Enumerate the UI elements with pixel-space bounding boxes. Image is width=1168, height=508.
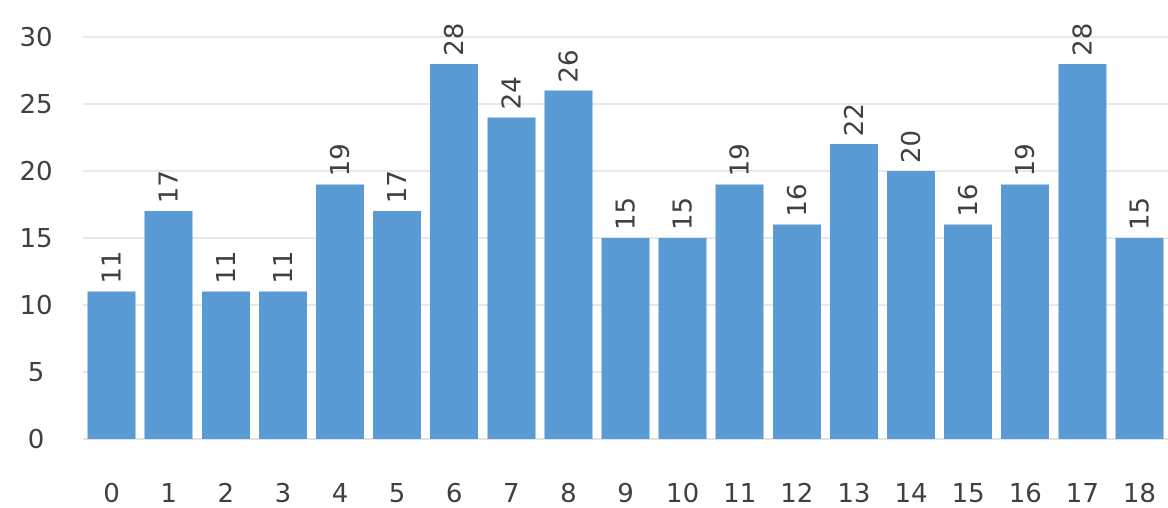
y-tick-label: 30 [19, 23, 52, 53]
x-tick-label: 16 [1009, 479, 1042, 508]
x-tick-label: 7 [503, 479, 520, 508]
bar [658, 238, 707, 439]
data-label: 28 [1068, 23, 1098, 56]
bar [144, 211, 193, 439]
x-tick-label: 15 [952, 479, 985, 508]
x-tick-label: 17 [1066, 479, 1099, 508]
y-tick-label: 20 [19, 157, 52, 187]
bar [487, 117, 536, 440]
bar [87, 291, 136, 439]
x-tick-label: 9 [617, 479, 634, 508]
bar [715, 184, 764, 439]
x-tick-label: 14 [894, 479, 927, 508]
bar [373, 211, 422, 439]
bar [772, 224, 821, 439]
bar [1115, 238, 1164, 439]
data-label: 24 [497, 76, 527, 109]
data-labels: 11 17 11 11 19 17 28 24 26 15 15 19 16 22 20 16 19 28 15 [98, 23, 1156, 284]
data-label: 15 [1125, 197, 1155, 230]
y-tick-label: 25 [19, 90, 52, 120]
x-tick-label: 8 [560, 479, 577, 508]
bar [544, 90, 593, 439]
x-tick-label: 4 [332, 479, 349, 508]
data-label: 17 [155, 170, 185, 203]
data-label: 19 [726, 143, 756, 176]
data-label: 22 [840, 103, 870, 136]
data-label: 19 [326, 143, 356, 176]
data-label: 11 [269, 251, 299, 284]
data-label: 20 [897, 130, 927, 163]
bar [430, 63, 479, 440]
data-label: 15 [612, 197, 642, 230]
x-tick-label: 11 [723, 479, 756, 508]
data-label: 28 [440, 23, 470, 56]
bar [258, 291, 307, 439]
bar [1058, 63, 1107, 440]
x-tick-label: 3 [275, 479, 292, 508]
bar [887, 171, 936, 439]
x-tick-label: 6 [446, 479, 463, 508]
bar [1001, 184, 1050, 439]
x-tick-label: 12 [780, 479, 813, 508]
x-tick-label: 5 [389, 479, 406, 508]
bar [315, 184, 364, 439]
y-tick-label: 5 [28, 358, 45, 388]
data-label: 15 [669, 197, 699, 230]
data-label: 16 [783, 184, 813, 217]
bars [87, 63, 1164, 440]
bar [201, 291, 250, 439]
x-tick-label: 2 [217, 479, 234, 508]
x-tick-label: 1 [160, 479, 177, 508]
x-tick-label: 10 [666, 479, 699, 508]
x-tick-label: 18 [1123, 479, 1156, 508]
data-label: 11 [98, 251, 128, 284]
bar [829, 144, 878, 439]
data-label: 19 [1011, 143, 1041, 176]
data-label: 16 [954, 184, 984, 217]
bar [601, 238, 650, 439]
y-tick-label: 10 [19, 291, 52, 321]
bar [944, 224, 993, 439]
y-axis: 0 5 10 15 20 25 30 [19, 23, 52, 455]
y-tick-label: 0 [28, 425, 45, 455]
data-label: 17 [383, 170, 413, 203]
x-axis: 0 1 2 3 4 5 6 7 8 9 10 11 12 13 14 15 16 17 18 [103, 479, 1156, 508]
x-tick-label: 0 [103, 479, 120, 508]
data-label: 26 [554, 50, 584, 83]
y-tick-label: 15 [19, 224, 52, 254]
x-tick-label: 13 [837, 479, 870, 508]
data-label: 11 [212, 251, 242, 284]
